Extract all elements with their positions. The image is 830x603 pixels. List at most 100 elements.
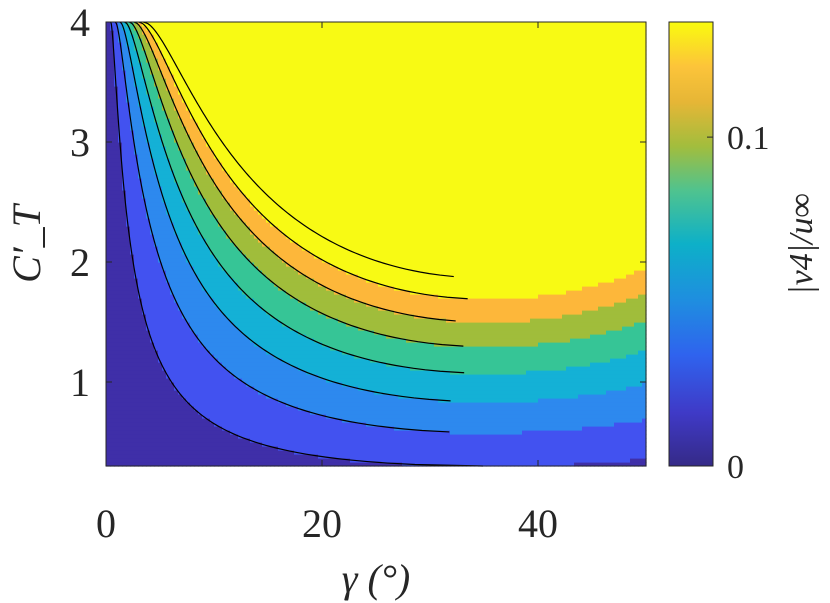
contour-cell	[202, 170, 207, 175]
contour-cell	[238, 350, 243, 355]
contour-cell	[130, 154, 135, 159]
contour-cell	[282, 170, 287, 175]
contour-cell	[262, 122, 267, 127]
contour-cell	[246, 286, 251, 291]
contour-cell	[238, 354, 243, 359]
contour-cell	[110, 90, 115, 95]
contour-cell	[246, 378, 251, 383]
contour-cell	[158, 322, 163, 327]
contour-cell	[214, 382, 219, 387]
contour-cell	[142, 254, 147, 259]
contour-cell	[254, 190, 259, 195]
contour-cell	[174, 66, 179, 71]
contour-cell	[218, 94, 223, 99]
contour-cell	[210, 50, 215, 55]
contour-cell	[106, 158, 111, 163]
contour-cell	[258, 138, 263, 143]
contour-cell	[282, 78, 287, 83]
contour-cell	[206, 70, 211, 75]
contour-cell	[190, 234, 195, 239]
contour-cell	[150, 118, 155, 123]
contour-cell	[142, 106, 147, 111]
contour-cell	[142, 234, 147, 239]
contour-cell	[190, 354, 195, 359]
contour-cell	[158, 54, 163, 59]
contour-cell	[226, 26, 231, 31]
contour-cell	[166, 34, 171, 39]
contour-cell	[222, 70, 227, 75]
contour-cell	[226, 282, 231, 287]
contour-cell	[154, 378, 159, 383]
contour-cell	[122, 230, 127, 235]
contour-cell	[166, 242, 171, 247]
contour-cell	[142, 394, 147, 399]
contour-cell	[130, 198, 135, 203]
contour-cell	[238, 82, 243, 87]
contour-cell	[202, 38, 207, 43]
contour-cell	[174, 154, 179, 159]
contour-cell	[162, 346, 167, 351]
contour-cell	[238, 342, 243, 347]
contour-cell	[210, 218, 215, 223]
contour-cell	[230, 294, 235, 299]
contour-cell	[226, 86, 231, 91]
contour-cell	[146, 62, 151, 67]
contour-cell	[254, 322, 259, 327]
contour-cell	[258, 358, 263, 363]
contour-cell	[198, 414, 203, 419]
contour-cell	[134, 202, 139, 207]
contour-cell	[134, 414, 139, 419]
contour-cell	[278, 406, 283, 411]
contour-cell	[138, 414, 143, 419]
contour-cell	[226, 294, 231, 299]
contour-cell	[194, 50, 199, 55]
contour-cell	[230, 58, 235, 63]
contour-cell	[110, 154, 115, 159]
contour-cell	[218, 86, 223, 91]
contour-cell	[222, 330, 227, 335]
contour-cell	[234, 90, 239, 95]
contour-cell	[150, 310, 155, 315]
contour-cell	[190, 74, 195, 79]
contour-cell	[266, 290, 271, 295]
contour-cell	[230, 66, 235, 71]
contour-cell	[254, 210, 259, 215]
contour-cell	[190, 198, 195, 203]
contour-cell	[170, 82, 175, 87]
contour-cell	[254, 130, 259, 135]
contour-cell	[122, 202, 127, 207]
contour-cell	[254, 170, 259, 175]
contour-cell	[250, 454, 255, 459]
contour-cell	[234, 174, 239, 179]
contour-cell	[158, 394, 163, 399]
contour-cell	[214, 262, 219, 267]
contour-cell	[194, 254, 199, 259]
contour-cell	[174, 166, 179, 171]
contour-cell	[266, 98, 271, 103]
contour-cell	[234, 442, 239, 447]
contour-cell	[146, 26, 151, 31]
contour-cell	[182, 386, 187, 391]
contour-cell	[178, 442, 183, 447]
contour-cell	[162, 26, 167, 31]
contour-cell	[214, 86, 219, 91]
contour-cell	[254, 62, 259, 67]
contour-cell	[106, 62, 111, 67]
contour-cell	[178, 142, 183, 147]
contour-cell	[122, 334, 127, 339]
contour-cell	[150, 54, 155, 59]
contour-cell	[194, 294, 199, 299]
contour-cell	[262, 166, 267, 171]
contour-cell	[262, 102, 267, 107]
contour-cell	[198, 406, 203, 411]
contour-cell	[158, 262, 163, 267]
contour-cell	[238, 158, 243, 163]
contour-cell	[210, 234, 215, 239]
contour-cell	[126, 410, 131, 415]
contour-cell	[218, 410, 223, 415]
contour-cell	[154, 262, 159, 267]
contour-cell	[210, 158, 215, 163]
contour-cell	[146, 186, 151, 191]
contour-cell	[274, 118, 279, 123]
contour-cell	[166, 430, 171, 435]
